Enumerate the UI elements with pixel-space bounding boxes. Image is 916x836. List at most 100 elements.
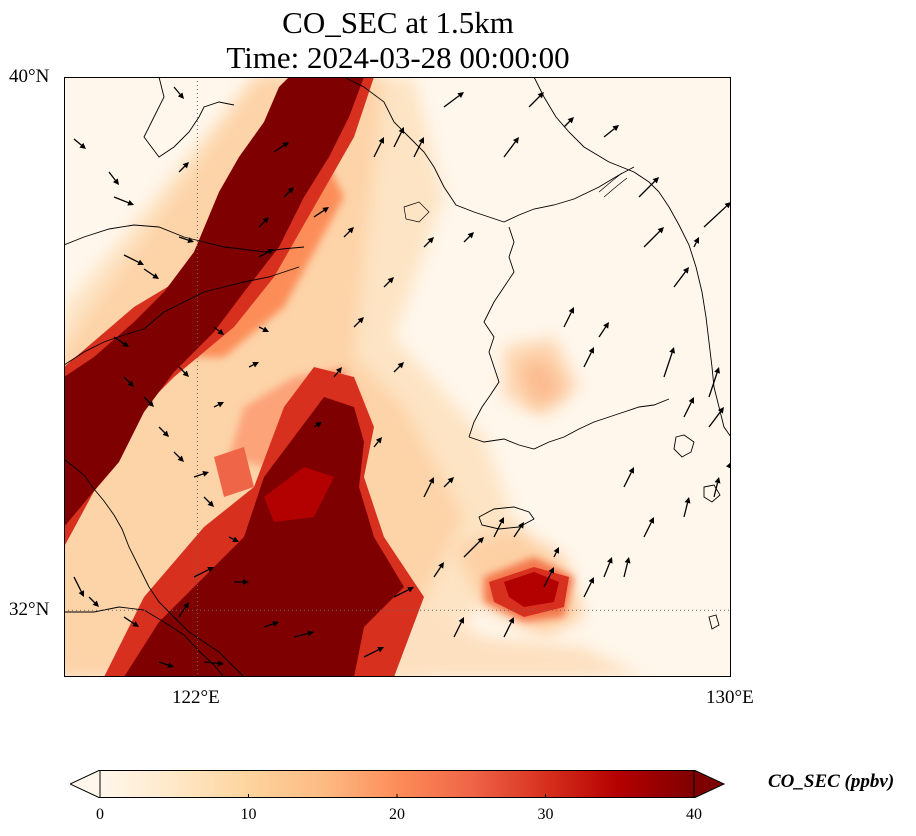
gridlines xyxy=(64,77,731,677)
colorbar-tick-label: 10 xyxy=(240,806,257,823)
colorbar-tick-label: 0 xyxy=(96,806,104,823)
wind-vector xyxy=(313,422,322,428)
wind-vector xyxy=(713,477,721,498)
wind-vector xyxy=(683,497,691,518)
colorbar-tick-label: 40 xyxy=(686,806,702,823)
wind-vector xyxy=(273,142,289,153)
wind-vector xyxy=(423,477,434,498)
lat-label-32n: 32°N xyxy=(9,599,50,620)
wind-vector xyxy=(178,602,189,618)
wind-vector xyxy=(393,587,414,598)
wind-vector xyxy=(343,227,354,238)
wind-vector xyxy=(493,517,504,538)
wind-vector xyxy=(725,462,731,469)
wind-vector xyxy=(623,557,631,578)
wind-vector xyxy=(463,232,474,243)
wind-vector xyxy=(673,267,689,288)
wind-vector xyxy=(108,171,119,185)
wind-vector xyxy=(193,567,214,578)
wind-vector xyxy=(158,661,174,668)
wind-vector xyxy=(333,367,342,378)
colorbar xyxy=(70,770,726,798)
wind-vector xyxy=(443,92,464,108)
wind-vector xyxy=(228,536,239,542)
wind-vector xyxy=(663,347,675,378)
wind-vector xyxy=(113,336,129,347)
coastlines xyxy=(64,77,731,677)
lon-label-122e: 122°E xyxy=(172,687,220,708)
wind-vector xyxy=(693,237,699,248)
map-title: CO_SEC at 1.5km xyxy=(282,5,514,40)
wind-vector xyxy=(178,162,189,173)
wind-vector xyxy=(423,237,434,248)
wind-vector xyxy=(158,426,169,437)
map-border xyxy=(64,77,731,677)
wind-vector xyxy=(643,227,664,248)
wind-vector xyxy=(123,254,144,265)
wind-vector xyxy=(583,577,594,598)
wind-vector xyxy=(603,125,619,138)
wind-vector xyxy=(413,137,424,158)
colorbar-gradient xyxy=(100,770,694,798)
wind-vectors xyxy=(73,86,731,668)
wind-vector xyxy=(543,567,554,588)
wind-vector xyxy=(73,576,84,597)
wind-vector xyxy=(463,537,484,558)
wind-vector xyxy=(383,277,394,288)
wind-vector xyxy=(563,117,574,128)
wind-vector xyxy=(173,451,184,462)
wind-vector xyxy=(393,127,404,148)
wind-vector xyxy=(373,437,382,448)
wind-vector xyxy=(703,202,731,228)
wind-vector xyxy=(583,347,594,368)
wind-vector xyxy=(553,547,559,558)
wind-vector xyxy=(213,326,224,335)
colorbar-tick-label: 20 xyxy=(389,806,405,823)
wind-vector xyxy=(123,616,139,627)
colorbar-tick-label: 30 xyxy=(537,806,554,823)
colorbar-label: CO_SEC (ppbv) xyxy=(768,771,895,792)
map-plot-area xyxy=(64,77,731,677)
wind-vector xyxy=(203,660,224,667)
wind-vector xyxy=(123,376,134,387)
wind-vector xyxy=(638,177,659,198)
wind-vector xyxy=(598,322,609,338)
wind-vector xyxy=(203,496,214,507)
wind-vector xyxy=(623,467,634,488)
wind-vector xyxy=(503,137,519,158)
wind-vector xyxy=(443,477,454,488)
wind-vector xyxy=(683,397,694,418)
wind-vector xyxy=(708,407,724,428)
wind-vector xyxy=(178,236,194,243)
wind-vector xyxy=(528,92,544,108)
wind-vector xyxy=(283,187,294,198)
map-time: Time: 2024-03-28 00:00:00 xyxy=(226,40,570,75)
wind-vector xyxy=(313,207,329,218)
wind-vector xyxy=(373,137,384,158)
wind-vector xyxy=(643,517,654,538)
wind-vector xyxy=(258,326,269,332)
wind-vector xyxy=(178,366,189,377)
wind-vector xyxy=(143,396,154,407)
wind-vector xyxy=(213,402,224,408)
wind-vector xyxy=(258,217,269,228)
wind-vector xyxy=(173,86,184,99)
wind-vector xyxy=(393,362,404,373)
colorbar-extend-min xyxy=(70,770,101,798)
colorbar-extend-max xyxy=(693,770,726,798)
wind-vector xyxy=(293,630,314,638)
wind-vector xyxy=(433,562,444,578)
wind-vector xyxy=(563,307,574,328)
lat-label-40n: 40°N xyxy=(9,66,50,87)
wind-vector xyxy=(143,268,159,279)
wind-vector xyxy=(603,557,613,578)
wind-vector xyxy=(73,138,86,149)
wind-vector xyxy=(513,522,524,538)
wind-vector xyxy=(708,367,720,398)
wind-vector xyxy=(503,617,514,638)
wind-vector xyxy=(234,579,249,585)
wind-vector xyxy=(193,471,209,478)
wind-vector xyxy=(263,621,279,628)
wind-vector xyxy=(113,196,134,206)
wind-vector xyxy=(258,249,274,258)
